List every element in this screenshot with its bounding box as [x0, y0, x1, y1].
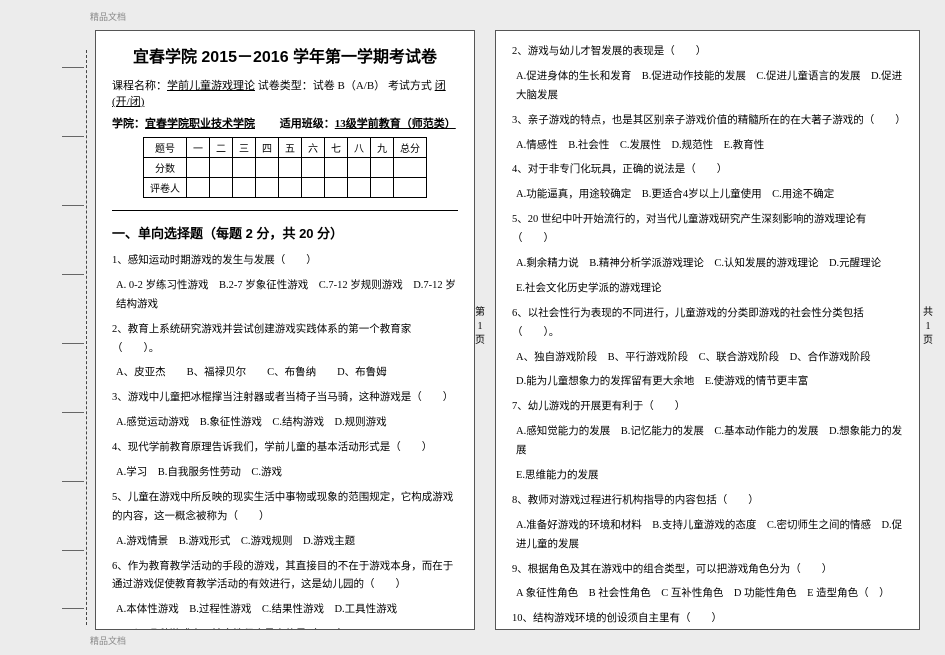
exam-title: 宜春学院 2015－2016 学年第一学期考试卷 [112, 43, 458, 67]
exam-mode-label: 考试方式 [388, 80, 435, 92]
college-label: 学院： [112, 118, 145, 130]
meta-line-2: 学院：宜春学院职业技术学院 适用班级：13级学前教育（师范类） [112, 115, 458, 131]
vlabel-char: 1 [475, 321, 485, 333]
question-7: 7、以下几种游戏中，社会性程度最高的是（ ） [112, 626, 458, 630]
row-label: 评卷人 [144, 178, 187, 198]
question-2: 2、教育上系统研究游戏并尝试创建游戏实践体系的第一个教育家（ ）。 [112, 321, 458, 359]
col-header: 三 [233, 138, 256, 158]
question-4-options: A.学习 B.自我服务性劳动 C.游戏 [112, 464, 458, 483]
page-number-left: 第 1 页 [475, 307, 485, 349]
question-r6-options-b: D.能为儿童想象力的发挥留有更大余地 E.使游戏的情节更丰富 [512, 373, 903, 392]
table-row: 题号 一 二 三 四 五 六 七 八 九 总分 [144, 138, 427, 158]
question-r6-options: A、独自游戏阶段 B、平行游戏阶段 C、联合游戏阶段 D、合作游戏阶段 [512, 349, 903, 368]
question-r8-options: A.准备好游戏的环境和材料 B.支持儿童游戏的态度 C.密切师生之间的情感 D.… [512, 517, 903, 555]
col-header: 八 [348, 138, 371, 158]
question-4: 4、现代学前教育原理告诉我们，学前儿童的基本活动形式是（ ） [112, 439, 458, 458]
question-1: 1、感知运动时期游戏的发生与发展（ ） [112, 252, 458, 271]
question-2-options: A、皮亚杰 B、福禄贝尔 C、布鲁纳 D、布鲁姆 [112, 364, 458, 383]
question-r7-options-b: E.思维能力的发展 [512, 467, 903, 486]
question-r5-options: A.剩余精力说 B.精神分析学派游戏理论 C.认知发展的游戏理论 D.元醒理论 [512, 255, 903, 274]
row-label: 题号 [144, 138, 187, 158]
question-r3-options: A.情感性 B.社会性 C.发展性 D.规范性 E.教育性 [512, 137, 903, 156]
col-header: 七 [325, 138, 348, 158]
class-name: 13级学前教育（师范类） [335, 118, 456, 130]
question-r3: 3、亲子游戏的特点，也是其区别亲子游戏价值的精髓所在的在大著子游戏的（ ） [512, 112, 903, 131]
question-r9: 9、根据角色及其在游戏中的组合类型，可以把游戏角色分为（ ） [512, 561, 903, 580]
question-r5: 5、20 世纪中叶开始流行的，对当代儿童游戏研究产生深刻影响的游戏理论有（ ） [512, 211, 903, 249]
course-label: 课程名称： [112, 80, 167, 92]
col-header: 九 [371, 138, 394, 158]
question-r4: 4、对于非专门化玩具，正确的说法是（ ） [512, 161, 903, 180]
vlabel-char: 页 [923, 335, 933, 347]
question-5-options: A.游戏情景 B.游戏形式 C.游戏规则 D.游戏主题 [112, 533, 458, 552]
question-3: 3、游戏中儿童把冰棍撑当注射器或者当椅子当马骑，这种游戏是（ ） [112, 389, 458, 408]
meta-line-1: 课程名称：学前儿童游戏理论 试卷类型：试卷 B（A/B） 考试方式 闭(开/闭) [112, 77, 458, 109]
question-1-options: A. 0-2 岁练习性游戏 B.2-7 岁象征性游戏 C.7-12 岁规则游戏 … [112, 277, 458, 315]
paper-type: 试卷 B（A/B） [313, 80, 385, 92]
divider [112, 210, 458, 211]
question-r6: 6、以社会性行为表现的不同进行，儿童游戏的分类即游戏的社会性分类包括（ ）。 [512, 305, 903, 343]
col-header: 总分 [394, 138, 427, 158]
class-label: 适用班级： [280, 118, 335, 130]
question-r10: 10、结构游戏环境的创设须自主里有（ ） [512, 610, 903, 629]
question-r7-options: A.感知觉能力的发展 B.记忆能力的发展 C.基本动作能力的发展 D.想象能力的… [512, 423, 903, 461]
watermark-top: 精品文档 [90, 10, 126, 23]
score-table: 题号 一 二 三 四 五 六 七 八 九 总分 分数 评卷人 [143, 137, 427, 198]
binding-margin [62, 50, 90, 625]
page-right: 2、游戏与幼儿才智发展的表现是（ ） A.促进身体的生长和发育 B.促进动作技能… [495, 30, 920, 630]
table-row: 分数 [144, 158, 427, 178]
col-header: 二 [210, 138, 233, 158]
page-number-right: 共 1 页 [923, 307, 933, 349]
vlabel-char: 第 [475, 307, 485, 319]
table-row: 评卷人 [144, 178, 427, 198]
watermark-bottom: 精品文档 [90, 634, 126, 647]
row-label: 分数 [144, 158, 187, 178]
paper-type-label: 试卷类型： [258, 80, 313, 92]
question-6: 6、作为教育教学活动的手段的游戏，其直接目的不在于游戏本身，而在于通过游戏促使教… [112, 558, 458, 596]
question-r2: 2、游戏与幼儿才智发展的表现是（ ） [512, 43, 903, 62]
question-r7: 7、幼儿游戏的开展更有利于（ ） [512, 398, 903, 417]
question-r9-options: A 象征性角色 B 社会性角色 C 互补性角色 D 功能性角色 E 造型角色（ … [512, 585, 903, 604]
page-left: 宜春学院 2015－2016 学年第一学期考试卷 课程名称：学前儿童游戏理论 试… [95, 30, 475, 630]
college-name: 宜春学院职业技术学院 [145, 118, 255, 130]
vlabel-char: 共 [923, 307, 933, 319]
vlabel-char: 页 [475, 335, 485, 347]
question-5: 5、儿童在游戏中所反映的现实生活中事物或现象的范围规定，它构成游戏的内容，这一概… [112, 489, 458, 527]
col-header: 一 [187, 138, 210, 158]
col-header: 四 [256, 138, 279, 158]
col-header: 六 [302, 138, 325, 158]
col-header: 五 [279, 138, 302, 158]
question-r2-options: A.促进身体的生长和发育 B.促进动作技能的发展 C.促进儿童语言的发展 D.促… [512, 68, 903, 106]
question-r8: 8、教师对游戏过程进行机构指导的内容包括（ ） [512, 492, 903, 511]
section-1-title: 一、单向选择题（每题 2 分，共 20 分） [112, 223, 458, 242]
question-r4-options: A.功能逼真，用途较确定 B.更适合4岁以上儿童使用 C.用途不确定 [512, 186, 903, 205]
vlabel-char: 1 [923, 321, 933, 333]
question-r5-options-b: E.社会文化历史学派的游戏理论 [512, 280, 903, 299]
question-3-options: A.感觉运动游戏 B.象征性游戏 C.结构游戏 D.规则游戏 [112, 414, 458, 433]
course-name: 学前儿童游戏理论 [167, 80, 255, 92]
question-6-options: A.本体性游戏 B.过程性游戏 C.结果性游戏 D.工具性游戏 [112, 601, 458, 620]
